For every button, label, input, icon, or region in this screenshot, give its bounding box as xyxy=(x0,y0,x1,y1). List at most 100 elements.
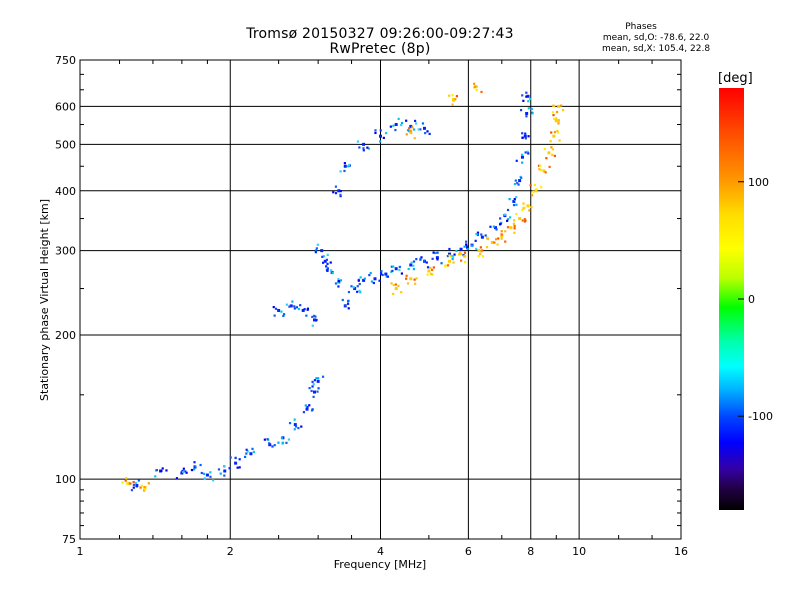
data-point-o xyxy=(521,94,524,97)
data-point-o xyxy=(419,257,422,260)
data-point-o xyxy=(299,304,302,307)
data-point-x xyxy=(429,272,433,275)
data-point-o xyxy=(465,240,468,243)
data-point-o xyxy=(484,234,487,237)
data-point-o xyxy=(294,425,298,428)
data-point-o xyxy=(209,475,212,478)
phases-x-stats: mean, sd,X: 105.4, 22.8 xyxy=(601,44,711,54)
data-point-o xyxy=(389,125,392,128)
data-point-o xyxy=(293,307,296,310)
data-point-o xyxy=(515,203,518,206)
data-point-o xyxy=(426,266,430,269)
data-point-x xyxy=(473,85,476,89)
data-point-o xyxy=(312,390,316,394)
data-points xyxy=(121,82,565,492)
data-point-o xyxy=(175,477,179,480)
data-point-o xyxy=(362,147,365,150)
data-point-o xyxy=(322,255,325,258)
data-point-x xyxy=(411,126,414,129)
data-point-x xyxy=(427,269,431,273)
data-point-o xyxy=(313,314,316,317)
data-point-x xyxy=(550,131,553,134)
data-point-o xyxy=(520,176,523,179)
data-point-o xyxy=(190,468,194,472)
data-point-o xyxy=(326,267,330,270)
data-point-o xyxy=(492,225,496,228)
data-point-o xyxy=(306,308,309,311)
data-point-o xyxy=(245,452,248,455)
x-tick-label: 16 xyxy=(674,545,688,558)
data-point-o xyxy=(435,256,439,260)
x-tick-label: 2 xyxy=(227,545,234,558)
data-point-x xyxy=(558,139,561,142)
data-point-o xyxy=(369,271,372,275)
data-point-x xyxy=(144,488,147,491)
data-point-o xyxy=(312,318,316,322)
data-point-x xyxy=(405,274,408,277)
data-point-x xyxy=(513,224,516,228)
data-point-x xyxy=(513,219,516,222)
data-point-o xyxy=(347,299,350,302)
data-point-o xyxy=(282,314,285,318)
data-point-x xyxy=(463,254,467,258)
data-point-x xyxy=(548,165,551,169)
data-point-o xyxy=(304,404,307,407)
data-point-o xyxy=(325,258,329,261)
data-point-o xyxy=(390,265,393,268)
data-point-o xyxy=(193,465,196,468)
data-point-x xyxy=(449,255,452,258)
plot-frame xyxy=(79,59,682,540)
data-point-x xyxy=(455,95,459,98)
data-point-o xyxy=(406,129,410,132)
data-point-o xyxy=(134,481,138,485)
y-axis-label: Stationary phase Virtual Height [km] xyxy=(38,199,51,401)
data-point-x xyxy=(542,169,546,173)
data-point-o xyxy=(362,278,366,282)
data-point-o xyxy=(521,153,524,156)
data-point-o xyxy=(381,273,384,277)
data-point-x xyxy=(413,278,416,281)
data-point-o xyxy=(339,170,342,173)
data-point-o xyxy=(277,441,280,444)
data-point-o xyxy=(281,442,284,445)
data-point-x xyxy=(415,277,418,280)
data-point-o xyxy=(448,247,451,251)
data-point-o xyxy=(341,298,344,302)
data-point-o xyxy=(326,262,329,265)
data-point-o xyxy=(529,97,532,101)
data-point-o xyxy=(287,438,290,441)
data-point-x xyxy=(500,234,504,238)
data-point-x xyxy=(460,252,463,256)
data-point-o xyxy=(428,132,431,136)
data-point-o xyxy=(470,244,473,247)
data-point-x xyxy=(410,131,413,135)
data-point-o xyxy=(280,436,284,439)
data-point-x xyxy=(535,188,538,191)
data-point-o xyxy=(518,179,522,183)
data-point-x xyxy=(409,277,413,281)
data-point-x xyxy=(500,237,503,240)
data-point-x xyxy=(544,171,547,174)
data-point-o xyxy=(417,128,420,131)
data-point-o xyxy=(356,140,360,143)
data-point-o xyxy=(334,192,338,195)
data-point-x xyxy=(457,253,461,256)
data-point-x xyxy=(526,204,530,208)
data-point-x xyxy=(539,168,543,172)
data-point-o xyxy=(409,263,413,267)
data-point-x xyxy=(126,481,130,485)
data-point-o xyxy=(379,273,383,276)
data-point-x xyxy=(518,217,522,221)
data-point-o xyxy=(514,179,517,182)
data-point-x xyxy=(540,186,543,189)
data-point-o xyxy=(451,257,454,261)
data-point-x xyxy=(552,117,556,121)
data-point-o xyxy=(337,281,340,284)
data-point-o xyxy=(474,239,477,242)
data-point-x xyxy=(394,283,397,286)
data-point-o xyxy=(297,426,300,430)
data-point-o xyxy=(326,269,329,272)
data-point-x xyxy=(528,209,531,212)
colorbar-ticks: 100 0 -100 xyxy=(738,176,773,423)
data-point-o xyxy=(313,379,317,382)
